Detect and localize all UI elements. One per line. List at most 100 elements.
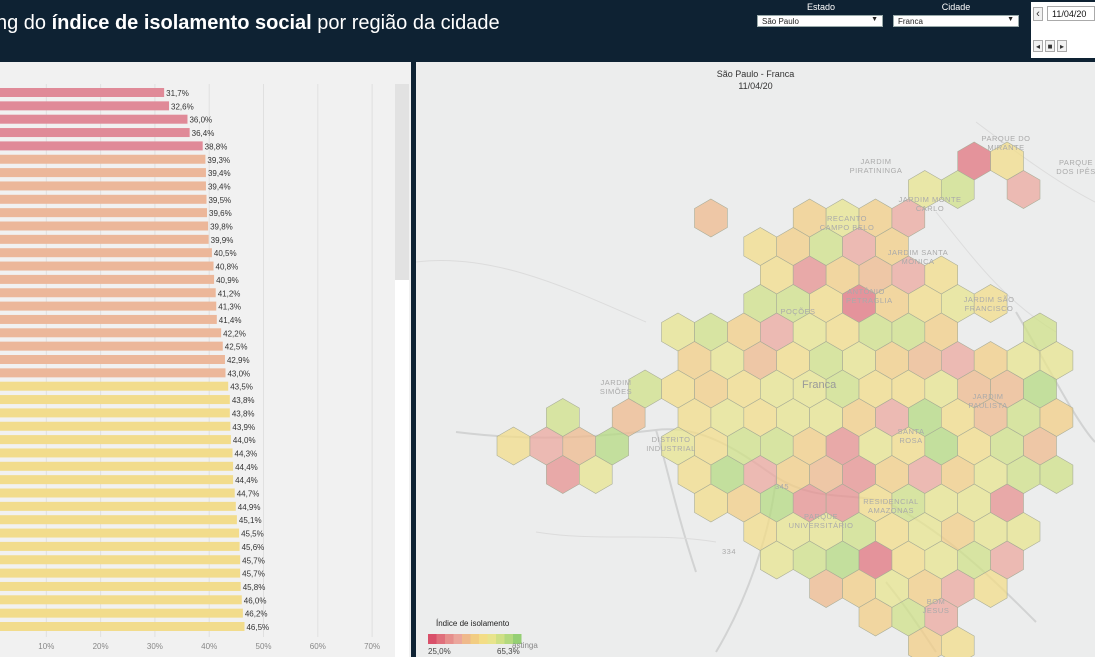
hex-cell[interactable]	[1039, 455, 1074, 494]
bar-value-label: 39,4%	[208, 182, 231, 191]
date-field[interactable]: 11/04/20	[1047, 6, 1095, 21]
ranking-bar[interactable]	[0, 328, 222, 338]
cidade-dropdown[interactable]: Franca ▼	[893, 15, 1019, 27]
ranking-bar[interactable]	[0, 461, 234, 471]
place-label: RECANTO CAMPO BELO	[819, 214, 875, 232]
hex-cell[interactable]	[579, 455, 613, 494]
ranking-bar[interactable]	[0, 274, 215, 284]
bar-value-label: 46,5%	[246, 623, 269, 632]
bar-value-label: 36,4%	[192, 129, 215, 138]
ranking-bar[interactable]	[0, 355, 225, 364]
ranking-bar[interactable]	[0, 475, 234, 485]
x-tick-label: 40%	[201, 642, 218, 651]
ranking-bar-chart: 31,7% 32,6% 36,0% 36,4% 38,8% 39,3% 39,4% 39,4%…	[0, 84, 373, 637]
ranking-bar[interactable]	[0, 581, 241, 591]
bar-value-label: 42,5%	[225, 343, 248, 352]
place-label: DISTRITO INDUSTRIAL	[646, 435, 696, 453]
legend-swatch	[445, 634, 454, 644]
bar-value-label: 44,3%	[235, 449, 258, 458]
bar-value-label: 42,9%	[227, 356, 250, 365]
bar-value-label: 46,0%	[244, 596, 267, 605]
ranking-bar[interactable]	[0, 515, 237, 525]
hex-cell[interactable]	[973, 569, 1008, 608]
legend-title: Índice de isolamento	[436, 619, 510, 628]
ranking-bar[interactable]	[0, 541, 240, 551]
ranking-bar[interactable]	[0, 435, 231, 445]
bar-value-label: 46,2%	[245, 610, 268, 619]
bar-value-label: 39,9%	[211, 236, 234, 245]
bar-value-label: 44,4%	[235, 476, 258, 485]
ranking-bar[interactable]	[0, 381, 229, 391]
ranking-bar[interactable]	[0, 221, 209, 231]
stop-button[interactable]: ■	[1045, 40, 1055, 52]
ranking-bar[interactable]	[0, 154, 206, 164]
ranking-bar[interactable]	[0, 88, 165, 97]
hex-grid[interactable]	[496, 141, 1074, 657]
bar-value-label: 41,4%	[219, 316, 242, 325]
ranking-bar[interactable]	[0, 408, 230, 418]
place-label: BOM JESUS	[922, 597, 950, 615]
ranking-bar[interactable]	[0, 448, 233, 458]
bar-value-label: 39,3%	[207, 156, 230, 165]
ranking-bar[interactable]	[0, 234, 209, 244]
ranking-bar[interactable]	[0, 101, 170, 111]
x-tick-label: 30%	[146, 642, 163, 651]
ranking-bar[interactable]	[0, 128, 190, 138]
ranking-bar[interactable]	[0, 248, 212, 258]
ranking-bar[interactable]	[0, 368, 226, 378]
ranking-bar[interactable]	[0, 608, 243, 618]
legend-swatch	[504, 634, 513, 644]
ranking-bar[interactable]	[0, 421, 231, 431]
city-map[interactable]	[416, 62, 1095, 657]
ranking-bar[interactable]	[0, 194, 207, 204]
ranking-bar[interactable]	[0, 568, 241, 578]
bar-value-label: 44,0%	[233, 436, 256, 445]
hex-cell[interactable]	[1006, 170, 1041, 209]
ranking-bar[interactable]	[0, 208, 208, 218]
ranking-bar[interactable]	[0, 528, 240, 538]
scrollbar-thumb[interactable]	[395, 84, 409, 280]
ranking-bar[interactable]	[0, 622, 245, 631]
legend-swatch	[462, 634, 471, 644]
hex-cell[interactable]	[940, 626, 975, 657]
legend-swatch	[496, 634, 505, 644]
step-back-icon: ◂	[1035, 42, 1040, 51]
ranking-bar[interactable]	[0, 141, 203, 151]
ranking-bar[interactable]	[0, 395, 230, 405]
ranking-bar[interactable]	[0, 595, 242, 605]
bar-value-label: 44,4%	[235, 463, 258, 472]
place-label: JARDIM SÃO FRANCISCO	[963, 295, 1015, 313]
hex-cell[interactable]	[940, 170, 975, 209]
ranking-bar[interactable]	[0, 181, 206, 191]
ranking-bar[interactable]	[0, 114, 188, 124]
ranking-bar[interactable]	[0, 288, 216, 298]
x-tick-label: 10%	[38, 642, 55, 651]
map-date: 11/04/20	[738, 81, 773, 91]
bar-value-label: 43,8%	[232, 409, 255, 418]
ranking-bar[interactable]	[0, 501, 236, 511]
estado-value: São Paulo	[762, 17, 799, 26]
previous-date-button[interactable]: ‹	[1033, 7, 1043, 21]
bar-value-label: 39,8%	[210, 223, 233, 232]
ranking-bar[interactable]	[0, 261, 214, 271]
map-panel: São Paulo - Franca 11/04/20 Franca PARQU…	[416, 62, 1095, 657]
hex-cell[interactable]	[496, 426, 531, 466]
bar-value-label: 45,1%	[239, 516, 262, 525]
hex-cell[interactable]	[694, 198, 728, 238]
play-button[interactable]: ▸	[1057, 40, 1067, 52]
ranking-bar[interactable]	[0, 555, 241, 565]
step-back-button[interactable]: ◂	[1033, 40, 1043, 52]
chevron-down-icon: ▼	[1007, 16, 1014, 23]
ranking-bar[interactable]	[0, 168, 206, 178]
bar-value-label: 32,6%	[171, 102, 194, 111]
dashboard-header: ng do índice de isolamento social por re…	[0, 0, 1095, 62]
legend-swatch	[513, 634, 522, 644]
hex-cell[interactable]	[973, 284, 1008, 323]
ranking-bar[interactable]	[0, 301, 217, 311]
ranking-bar[interactable]	[0, 314, 217, 324]
bar-value-label: 45,5%	[241, 530, 264, 539]
estado-dropdown[interactable]: São Paulo ▼	[757, 15, 883, 27]
ranking-bar[interactable]	[0, 488, 235, 498]
bar-value-label: 44,9%	[238, 503, 261, 512]
ranking-bar[interactable]	[0, 341, 223, 351]
